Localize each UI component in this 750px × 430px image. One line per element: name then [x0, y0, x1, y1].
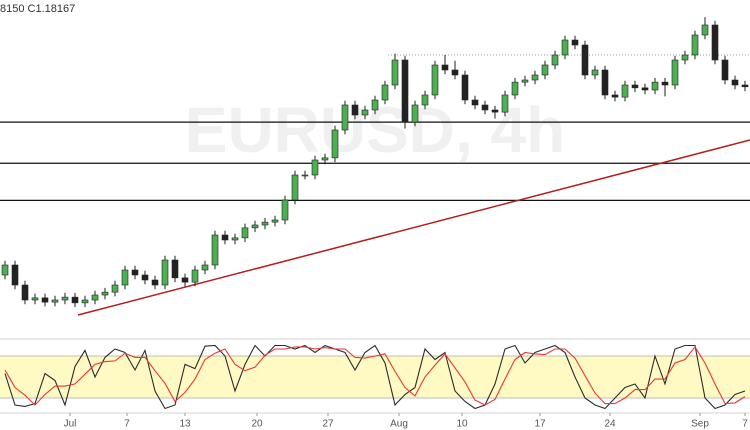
trendline [77, 139, 750, 316]
oscillator-band [0, 356, 750, 398]
candle-body [371, 99, 379, 111]
candle-body [361, 109, 369, 116]
candle-body [451, 69, 459, 76]
x-tick-label: 20 [251, 419, 263, 430]
candle-body [41, 297, 49, 303]
candle-body [231, 237, 239, 241]
candle-body [101, 291, 109, 296]
candle-body [471, 99, 479, 106]
candle-body [171, 259, 179, 279]
candle-body [71, 296, 79, 304]
candle-body [91, 294, 99, 301]
candle-body [311, 159, 319, 176]
candle-body [331, 129, 339, 159]
candle-body [731, 79, 739, 86]
x-tick-label: 7 [124, 419, 130, 430]
candle-body [431, 64, 439, 96]
candle-body [681, 54, 689, 61]
candle-body [581, 44, 589, 76]
x-tick-label: 7 [742, 419, 748, 430]
candle-body [271, 219, 279, 223]
x-tick-label: Jul [64, 419, 77, 430]
candle-body [571, 39, 579, 46]
candle-body [121, 269, 129, 286]
candle-body [191, 269, 199, 283]
candle-body [661, 81, 669, 86]
candle-body [591, 69, 599, 76]
candle-body [501, 94, 509, 113]
header: 8150 C1.18167 [0, 3, 75, 15]
candle-body [531, 74, 539, 81]
oscillator-line [4, 344, 746, 410]
x-tick-label: 24 [604, 419, 616, 430]
candle-body [251, 224, 259, 229]
candle-body [481, 104, 489, 111]
candle-body [1, 264, 9, 276]
candle-body [341, 104, 349, 131]
candle-body [641, 87, 649, 91]
candle-body [301, 174, 309, 177]
candle-body [421, 94, 429, 106]
candle-body [111, 284, 119, 293]
candle-body [161, 259, 169, 286]
candle-body [141, 274, 149, 281]
x-tick-label: 17 [534, 419, 546, 430]
candle-body [11, 264, 19, 286]
candle-body [541, 64, 549, 76]
candle-body [551, 54, 559, 66]
x-tick-label: 13 [179, 419, 191, 430]
candle-body [511, 81, 519, 96]
candle-body [521, 79, 529, 83]
candle-body [611, 94, 619, 98]
candle-body [651, 81, 659, 91]
candle-body [391, 59, 399, 86]
candle-body [691, 34, 699, 56]
candle-body [701, 24, 709, 36]
x-tick-label: Sep [691, 419, 709, 430]
candle-body [221, 234, 229, 241]
candle-body [491, 109, 499, 113]
candle-body [721, 59, 729, 81]
candle-body [411, 104, 419, 123]
candle-body [181, 277, 189, 283]
candle-body [131, 269, 139, 276]
candle-body [81, 299, 89, 304]
candle-body [291, 174, 299, 201]
x-tick-label: 27 [322, 419, 334, 430]
candle-body [711, 24, 719, 61]
candle-body [401, 59, 409, 123]
candle-body [31, 297, 39, 301]
oscillator-line [4, 345, 746, 406]
candle-body [151, 279, 159, 286]
candle-body [351, 104, 359, 116]
candle-body [211, 234, 219, 266]
candle-body [281, 199, 289, 221]
candle-body [741, 84, 749, 88]
x-tick-label: 10 [456, 419, 468, 430]
candle-body [261, 221, 269, 226]
candle-body [441, 64, 449, 71]
candle-body [621, 84, 629, 98]
candle-body [601, 69, 609, 96]
candle-body [21, 284, 29, 301]
candle-body [461, 74, 469, 101]
candle-body [381, 84, 389, 101]
candle-body [561, 39, 569, 56]
candle-body [201, 264, 209, 271]
candle-body [631, 84, 639, 89]
candle-body [321, 157, 329, 161]
candle-body [671, 59, 679, 86]
candle-body [61, 296, 69, 301]
candle-body [241, 227, 249, 239]
x-tick-label: Aug [390, 419, 408, 430]
candle-body [51, 299, 59, 303]
